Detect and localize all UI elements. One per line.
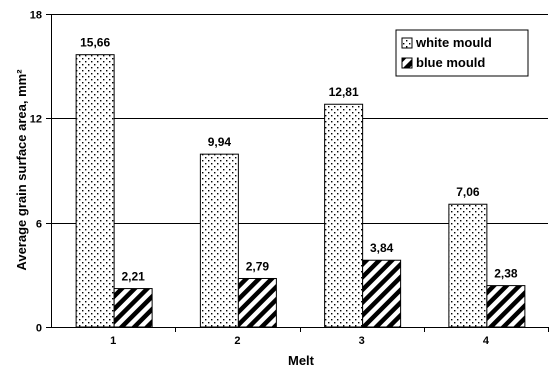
x-tick-label: 3: [359, 335, 365, 347]
bar-blue-mould-4: [486, 285, 526, 328]
legend-swatch-blue-mould: [401, 57, 413, 69]
data-label-blue-mould-3: 3,84: [370, 241, 394, 255]
bar-white-mould-3: [324, 103, 364, 328]
data-label-white-mould-3: 12,81: [329, 85, 359, 99]
legend-label-white-mould: white mould: [415, 35, 492, 50]
data-label-blue-mould-4: 2,38: [494, 267, 518, 281]
legend-swatch-white-mould: [401, 37, 413, 49]
legend-box: [395, 29, 529, 77]
data-labels: 15,66 2,21 9,94 2,79 12,81 3,84 7,06 2,38: [80, 36, 518, 284]
y-tick-label: 0: [36, 323, 42, 335]
legend-label-blue-mould: blue mould: [416, 55, 485, 70]
x-tick-label: 2: [234, 335, 240, 347]
y-tick-label: 12: [30, 114, 42, 126]
data-label-white-mould-2: 9,94: [208, 135, 232, 149]
bar-blue-mould-2: [237, 277, 277, 328]
bar-white-mould-1: [75, 54, 115, 328]
bar-blue-mould-1: [113, 288, 153, 328]
bars: [75, 54, 526, 328]
x-tick-label: 1: [110, 335, 116, 347]
data-label-blue-mould-1: 2,21: [121, 270, 145, 284]
bar-blue-mould-3: [362, 259, 402, 328]
x-axis-title: Melt: [288, 353, 315, 368]
data-label-white-mould-4: 7,06: [456, 185, 480, 199]
data-label-blue-mould-2: 2,79: [246, 259, 270, 273]
data-label-white-mould-1: 15,66: [80, 36, 110, 50]
y-tick-label: 6: [36, 219, 42, 231]
bar-white-mould-4: [448, 203, 488, 328]
y-axis-title: Average grain surface area, mm²: [14, 69, 29, 271]
x-tick-label: 4: [483, 335, 490, 347]
y-tick-label: 18: [30, 10, 42, 22]
bar-white-mould-2: [199, 153, 239, 328]
legend: white mould blue mould: [395, 29, 529, 77]
